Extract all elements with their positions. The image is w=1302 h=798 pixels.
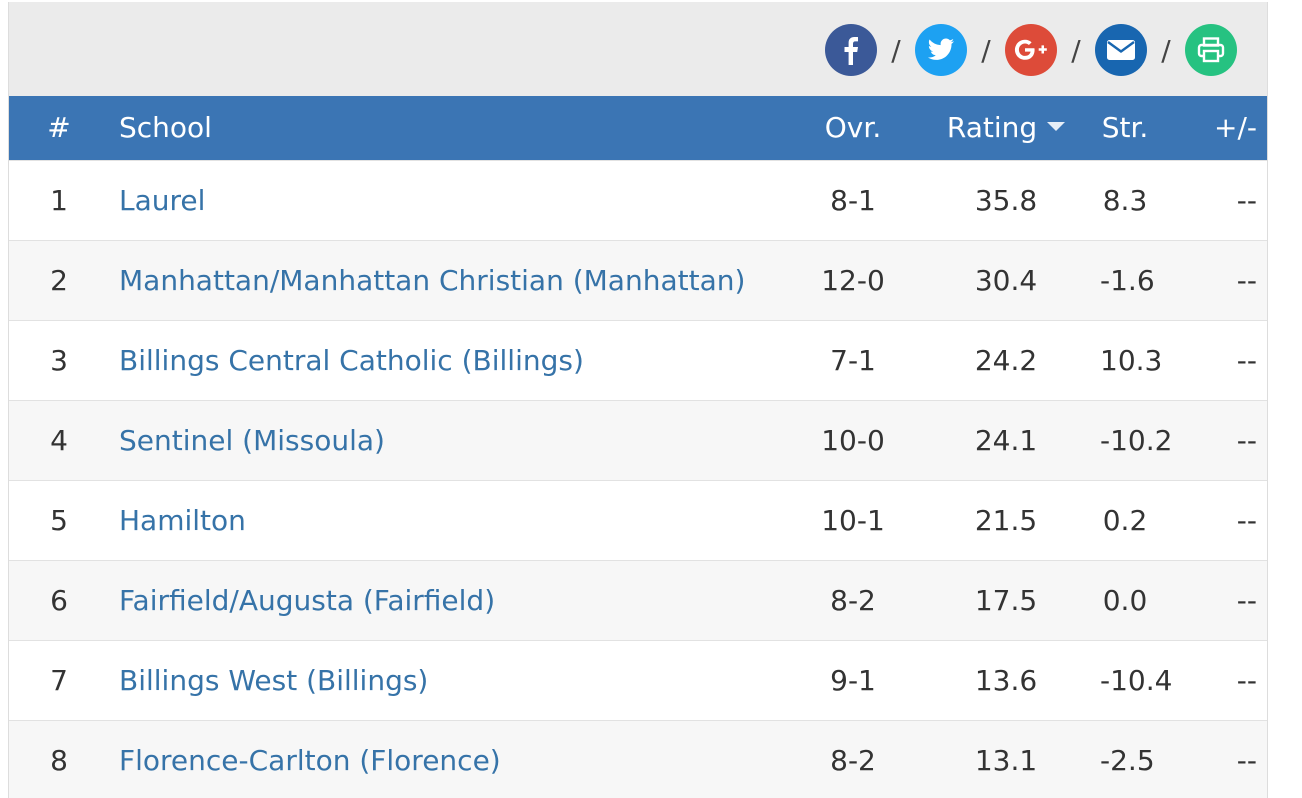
rank-cell: 1 (50, 183, 68, 217)
print-button[interactable] (1185, 24, 1237, 76)
rank-cell: 7 (50, 663, 68, 697)
strength-cell: -2.5 (1100, 743, 1155, 777)
rating-cell: 35.8 (974, 183, 1038, 217)
column-header-rank[interactable]: # (47, 111, 71, 145)
school-cell: Manhattan/Manhattan Christian (Manhattan… (109, 240, 794, 320)
overall-record-cell: 9-1 (830, 663, 876, 697)
rating-cell: 30.4 (974, 263, 1038, 297)
rank-cell: 3 (50, 343, 68, 377)
rank-cell: 6 (50, 583, 68, 617)
plus-minus-cell: -- (1236, 583, 1257, 617)
school-cell: Laurel (109, 160, 794, 240)
strength-cell: -10.2 (1100, 423, 1173, 457)
facebook-icon (844, 37, 858, 65)
plus-minus-cell: -- (1236, 503, 1257, 537)
rank-cell: 2 (50, 263, 68, 297)
overall-record-cell: 10-0 (821, 423, 885, 457)
school-cell: Billings Central Catholic (Billings) (109, 320, 794, 400)
table-row: 1 Laurel 8-1 35.8 8.3 -- (9, 160, 1267, 240)
plus-minus-cell: -- (1236, 263, 1257, 297)
school-cell: Billings West (Billings) (109, 640, 794, 720)
facebook-share-button[interactable] (825, 24, 877, 76)
share-separator: / (891, 33, 901, 67)
rankings-table: # School Ovr. Rating Str. +/- 1 Laurel 8-1… (9, 96, 1267, 798)
rank-cell: 5 (50, 503, 68, 537)
email-share-button[interactable] (1095, 24, 1147, 76)
rank-cell: 4 (50, 423, 68, 457)
school-link[interactable]: Fairfield/Augusta (Fairfield) (119, 583, 496, 617)
sort-descending-icon (1047, 121, 1066, 131)
rating-cell: 13.6 (974, 663, 1038, 697)
table-row: 5 Hamilton 10-1 21.5 0.2 -- (9, 480, 1267, 560)
school-link[interactable]: Billings West (Billings) (119, 663, 429, 697)
strength-cell: 8.3 (1102, 183, 1148, 217)
table-row: 4 Sentinel (Missoula) 10-0 24.1 -10.2 -- (9, 400, 1267, 480)
share-separator: / (981, 33, 991, 67)
strength-cell: 0.0 (1102, 583, 1148, 617)
school-link[interactable]: Florence-Carlton (Florence) (119, 743, 501, 777)
overall-record-cell: 8-1 (830, 183, 876, 217)
twitter-share-button[interactable] (915, 24, 967, 76)
share-separator: / (1071, 33, 1081, 67)
table-row: 3 Billings Central Catholic (Billings) 7-1… (9, 320, 1267, 400)
strength-cell: -10.4 (1100, 663, 1173, 697)
column-header-school[interactable]: School (119, 111, 212, 145)
school-cell: Fairfield/Augusta (Fairfield) (109, 560, 794, 640)
share-bar: / / / / (9, 2, 1267, 96)
school-cell: Florence-Carlton (Florence) (109, 720, 794, 798)
share-buttons: / / / / (825, 24, 1237, 76)
overall-record-cell: 7-1 (830, 343, 876, 377)
school-link[interactable]: Manhattan/Manhattan Christian (Manhattan… (119, 263, 746, 297)
table-header-row: # School Ovr. Rating Str. +/- (9, 96, 1267, 160)
table-row: 7 Billings West (Billings) 9-1 13.6 -10.4 -- (9, 640, 1267, 720)
table-body: 1 Laurel 8-1 35.8 8.3 -- 2 Manhattan/Manhattan … (9, 160, 1267, 798)
column-header-plus-minus[interactable]: +/- (1214, 111, 1257, 145)
school-link[interactable]: Hamilton (119, 503, 246, 537)
plus-minus-cell: -- (1236, 423, 1257, 457)
column-header-rating-label: Rating (946, 111, 1038, 145)
table-row: 8 Florence-Carlton (Florence) 8-2 13.1 -2.5 -… (9, 720, 1267, 798)
google-plus-share-button[interactable] (1005, 24, 1057, 76)
strength-cell: 10.3 (1100, 343, 1163, 377)
overall-record-cell: 12-0 (821, 263, 885, 297)
overall-record-cell: 8-2 (830, 583, 876, 617)
column-header-strength[interactable]: Str. (1101, 111, 1149, 145)
envelope-icon (1107, 40, 1135, 60)
plus-minus-cell: -- (1236, 183, 1257, 217)
rankings-panel: / / / / (8, 2, 1268, 798)
printer-icon (1197, 37, 1225, 63)
school-link[interactable]: Laurel (119, 183, 206, 217)
overall-record-cell: 10-1 (821, 503, 885, 537)
column-header-rating[interactable]: Rating (912, 96, 1100, 160)
overall-record-cell: 8-2 (830, 743, 876, 777)
share-separator: / (1161, 33, 1171, 67)
google-plus-icon (1014, 39, 1047, 60)
school-cell: Sentinel (Missoula) (109, 400, 794, 480)
rating-cell: 13.1 (974, 743, 1038, 777)
rank-cell: 8 (50, 743, 68, 777)
rating-cell: 24.2 (974, 343, 1038, 377)
rating-cell: 17.5 (974, 583, 1038, 617)
strength-cell: -1.6 (1100, 263, 1155, 297)
school-cell: Hamilton (109, 480, 794, 560)
table-row: 2 Manhattan/Manhattan Christian (Manhatta… (9, 240, 1267, 320)
column-header-overall[interactable]: Ovr. (824, 111, 882, 145)
plus-minus-cell: -- (1236, 663, 1257, 697)
school-link[interactable]: Sentinel (Missoula) (119, 423, 385, 457)
rating-cell: 21.5 (974, 503, 1038, 537)
school-link[interactable]: Billings Central Catholic (Billings) (119, 343, 584, 377)
twitter-icon (928, 38, 954, 60)
table-row: 6 Fairfield/Augusta (Fairfield) 8-2 17.5 0.0… (9, 560, 1267, 640)
plus-minus-cell: -- (1236, 343, 1257, 377)
rating-cell: 24.1 (974, 423, 1038, 457)
plus-minus-cell: -- (1236, 743, 1257, 777)
strength-cell: 0.2 (1102, 503, 1148, 537)
